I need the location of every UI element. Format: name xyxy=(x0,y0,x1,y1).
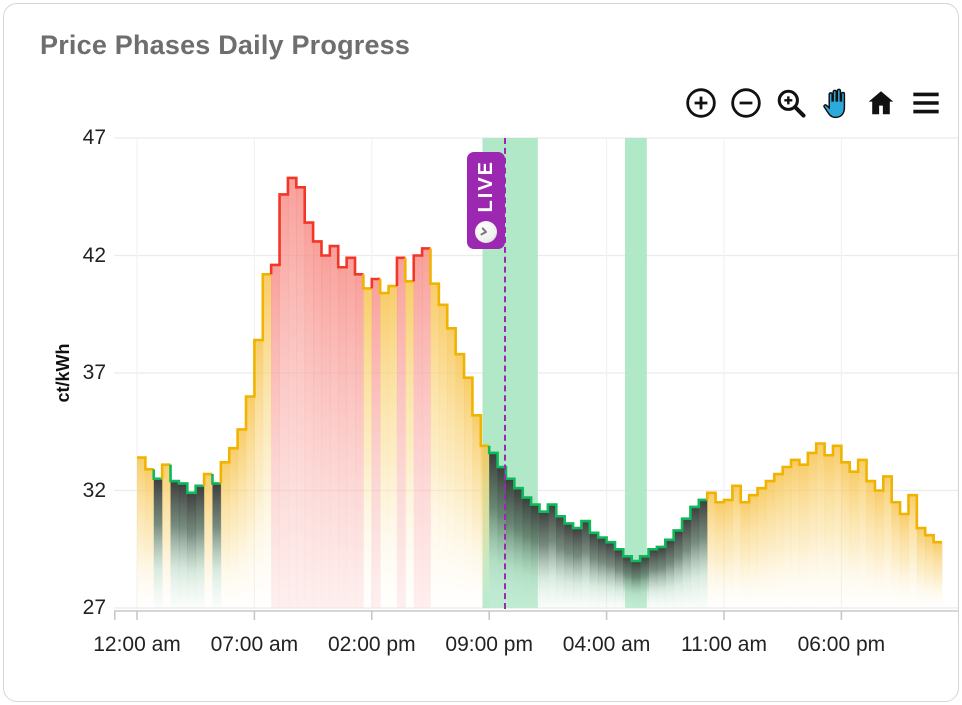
cheap-window-band xyxy=(625,138,647,608)
live-badge: LIVE xyxy=(466,152,505,249)
home-icon xyxy=(868,91,894,115)
zoom-in-icon xyxy=(686,88,716,118)
price-step-line-r xyxy=(269,176,364,276)
zoom-out-icon xyxy=(731,88,761,118)
plot-area[interactable]: 47 42 37 32 27 12:00 am 07:00 am 02:00 pm 09:00 … xyxy=(4,4,958,701)
home-reset-button[interactable] xyxy=(863,86,899,120)
price-step-line-y xyxy=(202,472,213,486)
zoom-out-button[interactable] xyxy=(728,86,764,120)
magnifier-zoom-icon xyxy=(777,89,806,118)
price-step-line-y xyxy=(429,248,490,448)
chart-toolbar xyxy=(683,86,944,120)
zoom-in-button[interactable] xyxy=(683,86,719,120)
price-step-line-g xyxy=(169,464,205,495)
chart-card: 47 42 37 32 27 12:00 am 07:00 am 02:00 pm 09:00 … xyxy=(3,3,959,702)
price-step-line-r xyxy=(370,277,381,289)
box-zoom-button[interactable] xyxy=(773,86,809,120)
hamburger-menu-icon xyxy=(913,92,939,114)
price-step-line-g xyxy=(152,469,163,481)
price-step-line-r xyxy=(412,247,431,282)
price-step-line-y xyxy=(705,442,942,544)
pan-button[interactable] xyxy=(818,86,854,120)
price-step-line-y xyxy=(404,257,414,283)
page-title: Price Phases Daily Progress xyxy=(40,30,411,60)
menu-button[interactable] xyxy=(908,86,944,120)
price-step-line-y xyxy=(137,456,154,471)
live-badge-label: LIVE xyxy=(474,160,497,213)
price-step-line-y xyxy=(219,273,272,484)
price-step-line-r xyxy=(395,256,406,287)
pan-hand-icon xyxy=(823,88,846,119)
live-time-indicator-line xyxy=(504,138,507,609)
price-step-line-y xyxy=(362,274,372,290)
price-step-line-g xyxy=(211,474,221,485)
clock-icon xyxy=(474,220,498,244)
price-step-line-y xyxy=(160,463,171,479)
price-step-line-y xyxy=(378,279,397,295)
price-chart-canvas xyxy=(114,137,958,620)
price-step-line-g xyxy=(487,445,708,563)
